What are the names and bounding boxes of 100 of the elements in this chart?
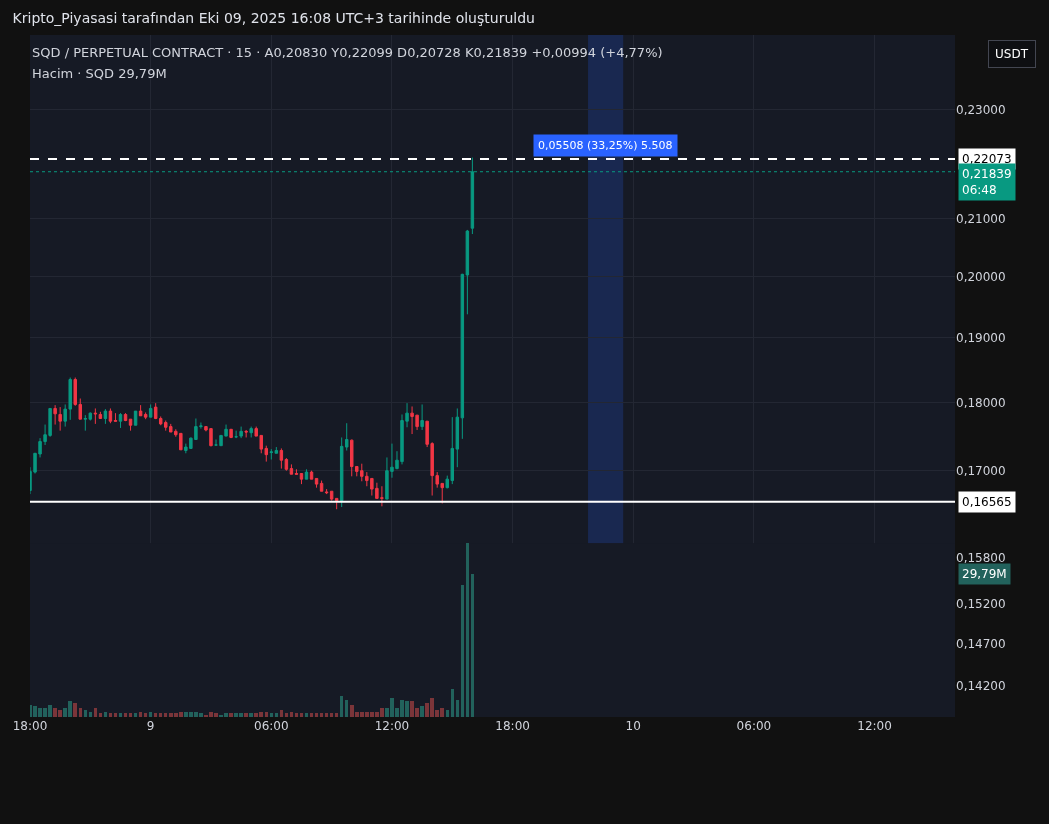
bar <box>249 713 253 717</box>
bar <box>330 713 333 717</box>
candlestick <box>108 407 113 424</box>
bar <box>310 713 313 717</box>
candlestick <box>244 429 248 438</box>
bar <box>315 713 318 717</box>
bar <box>270 713 273 717</box>
candlestick <box>324 488 329 495</box>
bar <box>280 710 283 717</box>
candlestick <box>319 480 324 492</box>
bar <box>129 713 132 717</box>
y-tick-label: 0,23000 <box>956 103 1006 118</box>
bar <box>340 696 343 717</box>
bar <box>466 543 469 717</box>
bar <box>295 713 298 717</box>
bar <box>325 713 328 717</box>
bar <box>335 713 338 717</box>
bar <box>164 713 167 717</box>
text: 29,79M <box>962 567 1007 581</box>
x-tick-label: 12:00 <box>374 719 410 733</box>
y-tick-label: 0,15800 <box>956 551 1006 566</box>
bar <box>134 713 137 717</box>
bar <box>119 713 122 717</box>
chart-title: Hacim · SQD 29,79M <box>32 66 167 81</box>
bar <box>244 713 248 717</box>
band-label: 0,05508 (33,25%) 5.508 <box>538 139 673 152</box>
bar <box>345 700 348 717</box>
candlestick <box>118 412 123 429</box>
x-tick-label: 06:00 <box>254 719 289 733</box>
candlestick <box>279 447 284 470</box>
bar <box>124 713 127 717</box>
candlestick <box>284 457 289 472</box>
text: USDT <box>995 47 1029 61</box>
bar <box>114 713 117 717</box>
candlestick <box>299 473 304 485</box>
bar <box>229 713 233 717</box>
candlestick <box>58 406 62 432</box>
bar <box>159 713 162 717</box>
candlestick <box>294 468 299 475</box>
x-tick-label: 9 <box>146 719 155 733</box>
y-tick-label: 0,19000 <box>956 331 1006 346</box>
bar <box>149 712 152 717</box>
ref-line-label: 0,22073 <box>962 152 1012 166</box>
candlestick <box>420 403 424 431</box>
bar <box>446 710 449 717</box>
y-tick-label: 0,14200 <box>956 678 1006 693</box>
bar <box>456 700 459 717</box>
x-tick-label: 12:00 <box>857 719 892 733</box>
bar <box>320 713 323 717</box>
bar <box>73 703 77 717</box>
bar <box>451 689 454 717</box>
bar <box>89 712 92 717</box>
bar <box>290 712 293 717</box>
bar <box>154 713 157 717</box>
candlestick <box>128 418 133 432</box>
bar <box>305 713 308 717</box>
candlestick <box>83 414 88 432</box>
y-tick-label: 0,17000 <box>956 463 1006 478</box>
candlestick <box>304 468 309 480</box>
candlestick <box>249 426 253 438</box>
candlestick <box>93 407 98 425</box>
bar <box>461 585 464 717</box>
candlestick <box>138 404 143 417</box>
x-tick-label: 18:00 <box>12 719 48 733</box>
candlestick <box>269 448 274 461</box>
candlestick <box>53 404 57 426</box>
bar <box>79 708 82 717</box>
bar <box>139 712 142 717</box>
bar <box>109 713 112 717</box>
candlestick <box>103 408 108 425</box>
candlestick <box>289 463 294 475</box>
bar <box>84 710 87 717</box>
bar <box>144 713 147 717</box>
text: SQD / PERPETUAL CONTRACT · 15 · A0,20830 Y0,22099 D0,20728 K0,21839 +0,00994 (+4,77%) <box>32 45 663 60</box>
x-tick-label: 18:00 <box>495 719 530 733</box>
bar <box>104 712 107 717</box>
chart-title: Kripto_Piyasasi tarafından Eki 09, 2025 16:08 UTC+3 tarihinde oluşturuldu <box>12 9 535 26</box>
ref-line-label: 0,16565 <box>962 495 1012 509</box>
bar <box>94 708 97 717</box>
candlestick <box>309 470 314 480</box>
y-tick-label: 0,20000 <box>956 269 1006 284</box>
candlestick <box>314 477 319 489</box>
y-tick-label: 0,14700 <box>956 637 1006 652</box>
bar <box>420 706 424 717</box>
candlestick <box>229 428 233 439</box>
candlestick <box>133 410 138 426</box>
x-tick-label: 06:00 <box>736 719 772 733</box>
bar <box>275 713 278 717</box>
ref-line-label: 0,21839 06:48 <box>962 167 1012 197</box>
candlestick <box>143 411 148 420</box>
candlestick <box>148 403 153 418</box>
y-tick-label: 0,21000 <box>956 211 1006 226</box>
candlestick <box>234 430 238 439</box>
bar <box>265 712 268 717</box>
bar <box>300 713 303 717</box>
candlestick <box>239 426 243 439</box>
y-tick-label: 0,15200 <box>956 597 1006 612</box>
bar <box>285 713 288 717</box>
bar <box>99 713 102 717</box>
y-tick-label: 0,18000 <box>956 395 1006 410</box>
